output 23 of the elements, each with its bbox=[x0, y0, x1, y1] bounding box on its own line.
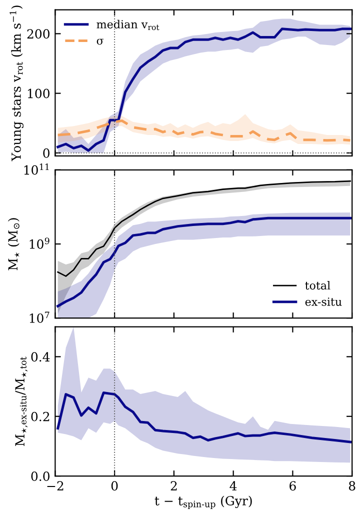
x-tick-label: −2 bbox=[47, 481, 64, 490]
x-tick-label: 8 bbox=[348, 481, 356, 491]
legend-label: σ bbox=[96, 38, 104, 45]
legend-label: ex-situ bbox=[305, 298, 342, 306]
y-tick-label: 0.0 bbox=[31, 472, 50, 481]
legend-label: median v$_{rot}$ bbox=[96, 20, 160, 30]
x-tick-label: 2 bbox=[170, 481, 177, 490]
y-tick-label: 200 bbox=[27, 29, 50, 39]
legend-label: total bbox=[305, 280, 330, 290]
y-axis-title: M$_{⋆}$ (M$_{⊙}$) bbox=[8, 218, 20, 270]
x-axis-title: t − t$_{spin-up}$ (Gyr) bbox=[154, 496, 252, 510]
x-tick-label: 4 bbox=[230, 481, 237, 490]
y-tick-label: 100 bbox=[28, 88, 50, 98]
y-axis-title: M$_{⋆,ex-situ}$/M$_{⋆,tot}$ bbox=[15, 356, 28, 446]
y-tick-label: 10$^{11}$ bbox=[24, 164, 49, 175]
y-axis-title: Young stars v$_{rot}$ (km s$^{−1}$) bbox=[10, 6, 24, 162]
y-tick-label: 0.4 bbox=[31, 352, 50, 362]
y-tick-label: 0.2 bbox=[31, 412, 50, 422]
y-tick-label: 0 bbox=[43, 148, 50, 158]
x-tick-label: 6 bbox=[290, 481, 296, 491]
x-tick-label: 0 bbox=[111, 481, 118, 491]
y-tick-label: 10$^{9}$ bbox=[30, 238, 50, 249]
y-tick-label: 10$^{7}$ bbox=[30, 312, 50, 323]
